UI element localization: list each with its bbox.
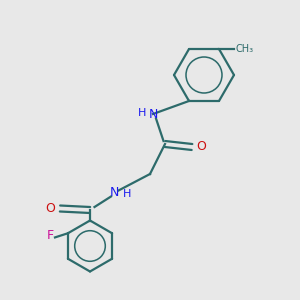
Text: H: H	[122, 189, 131, 200]
Text: O: O	[196, 140, 206, 154]
Text: N: N	[110, 185, 119, 199]
Text: O: O	[46, 202, 56, 215]
Text: F: F	[47, 230, 54, 242]
Text: CH₃: CH₃	[236, 44, 253, 54]
Text: H: H	[138, 107, 147, 118]
Text: N: N	[148, 107, 158, 121]
